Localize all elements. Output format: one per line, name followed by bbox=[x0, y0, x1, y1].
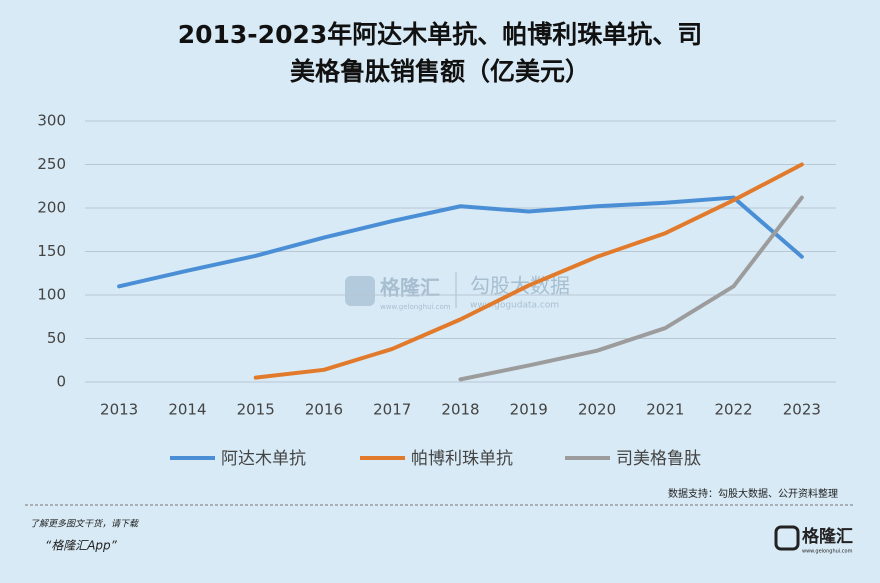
x-tick-label: 2020 bbox=[578, 401, 616, 419]
logo-url: www.gelonghui.com bbox=[802, 549, 853, 555]
x-tick-label: 2015 bbox=[237, 401, 275, 419]
y-tick-label: 50 bbox=[47, 329, 66, 347]
watermark-text: 勾股大数据 bbox=[470, 274, 570, 298]
y-tick-label: 150 bbox=[37, 242, 66, 260]
y-tick-label: 250 bbox=[37, 155, 66, 173]
x-tick-label: 2016 bbox=[305, 401, 343, 419]
watermark-text: www.gelonghui.com bbox=[380, 303, 451, 311]
x-tick-label: 2018 bbox=[441, 401, 479, 419]
watermark-icon bbox=[345, 276, 375, 306]
x-tick-label: 2022 bbox=[714, 401, 752, 419]
legend-label: 阿达木单抗 bbox=[221, 449, 306, 469]
watermark-text: 格隆汇 bbox=[380, 276, 440, 300]
y-tick-label: 200 bbox=[37, 199, 66, 217]
x-tick-label: 2023 bbox=[783, 401, 821, 419]
logo-text: 格隆汇 bbox=[802, 526, 853, 547]
legend-label: 帕博利珠单抗 bbox=[411, 449, 513, 469]
x-tick-label: 2013 bbox=[100, 401, 138, 419]
watermark-text: www.gogudata.com bbox=[470, 301, 559, 311]
chart-title: 美格鲁肽销售额（亿美元） bbox=[290, 57, 590, 86]
x-tick-label: 2019 bbox=[510, 401, 548, 419]
source-note: 数据支持：勾股大数据、公开资料整理 bbox=[668, 487, 838, 500]
y-tick-label: 300 bbox=[37, 112, 66, 130]
x-tick-label: 2014 bbox=[168, 401, 206, 419]
chart-title: 2013-2023年阿达木单抗、帕博利珠单抗、司 bbox=[178, 20, 703, 49]
x-tick-label: 2017 bbox=[373, 401, 411, 419]
logo-icon bbox=[774, 525, 800, 551]
x-tick-label: 2021 bbox=[646, 401, 684, 419]
legend-label: 司美格鲁肽 bbox=[616, 449, 701, 469]
footer-app: “格隆汇App” bbox=[45, 539, 118, 553]
series-line bbox=[253, 162, 804, 380]
series-line bbox=[458, 195, 804, 382]
y-tick-label: 100 bbox=[37, 286, 66, 304]
footer-note: 了解更多图文干货，请下载 bbox=[30, 519, 139, 530]
y-tick-label: 0 bbox=[56, 373, 66, 391]
series-line bbox=[117, 195, 804, 289]
